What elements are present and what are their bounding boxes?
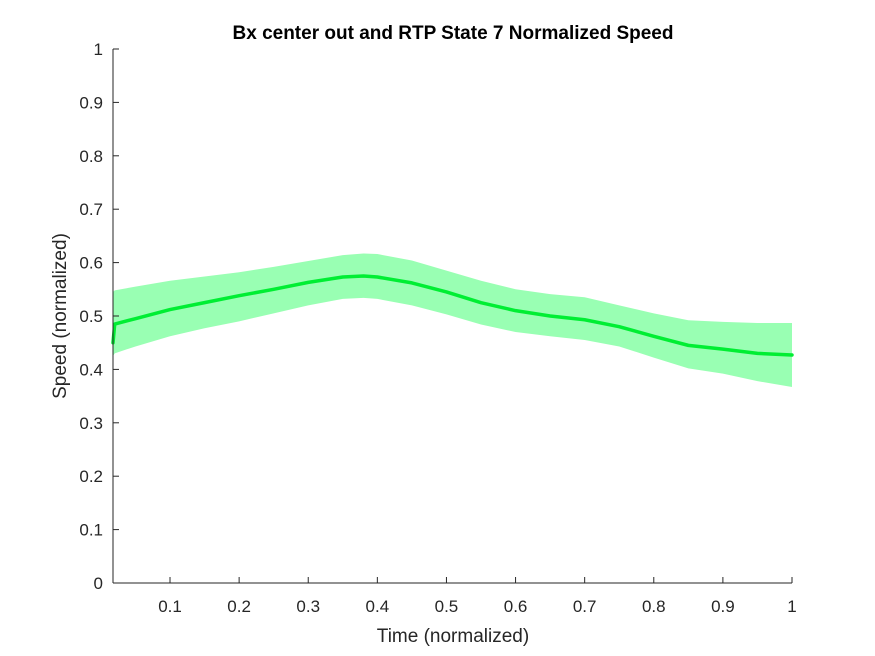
x-tick-label: 0.7 [573, 597, 597, 616]
y-tick-label: 0.2 [79, 467, 103, 486]
y-tick-label: 0.8 [79, 147, 103, 166]
y-tick-label: 0.7 [79, 200, 103, 219]
mean-speed-line [111, 274, 794, 357]
y-tick-label: 0.6 [79, 254, 103, 273]
y-tick-label: 0.4 [79, 360, 103, 379]
x-tick-label: 0.5 [435, 597, 459, 616]
x-tick-label: 0.4 [366, 597, 390, 616]
y-axis-label: Speed (normalized) [50, 233, 71, 399]
x-tick-label: 0.2 [227, 597, 251, 616]
y-tick-label: 0.9 [79, 93, 103, 112]
y-tick-label: 0.3 [79, 414, 103, 433]
x-tick-label: 0.3 [296, 597, 320, 616]
x-ticks: 0.1 0.2 0.3 0.4 0.5 0.6 0.7 0.8 0.9 1 [158, 577, 797, 616]
x-tick-label: 0.6 [504, 597, 528, 616]
y-tick-label: 1 [94, 40, 103, 59]
x-tick-label: 0.1 [158, 597, 182, 616]
x-tick-label: 1 [787, 597, 796, 616]
x-axis-label: Time (normalized) [377, 626, 529, 647]
mean-line-layer [111, 274, 794, 357]
y-tick-label: 0.5 [79, 307, 103, 326]
y-tick-label: 0.1 [79, 521, 103, 540]
y-tick-label: 0 [94, 574, 103, 593]
chart-title: Bx center out and RTP State 7 Normalized… [233, 23, 674, 44]
x-tick-label: 0.9 [711, 597, 735, 616]
y-ticks: 0 0.1 0.2 0.3 0.4 0.5 0.6 0.7 0.8 0.9 1 [79, 40, 119, 593]
x-tick-label: 0.8 [642, 597, 666, 616]
